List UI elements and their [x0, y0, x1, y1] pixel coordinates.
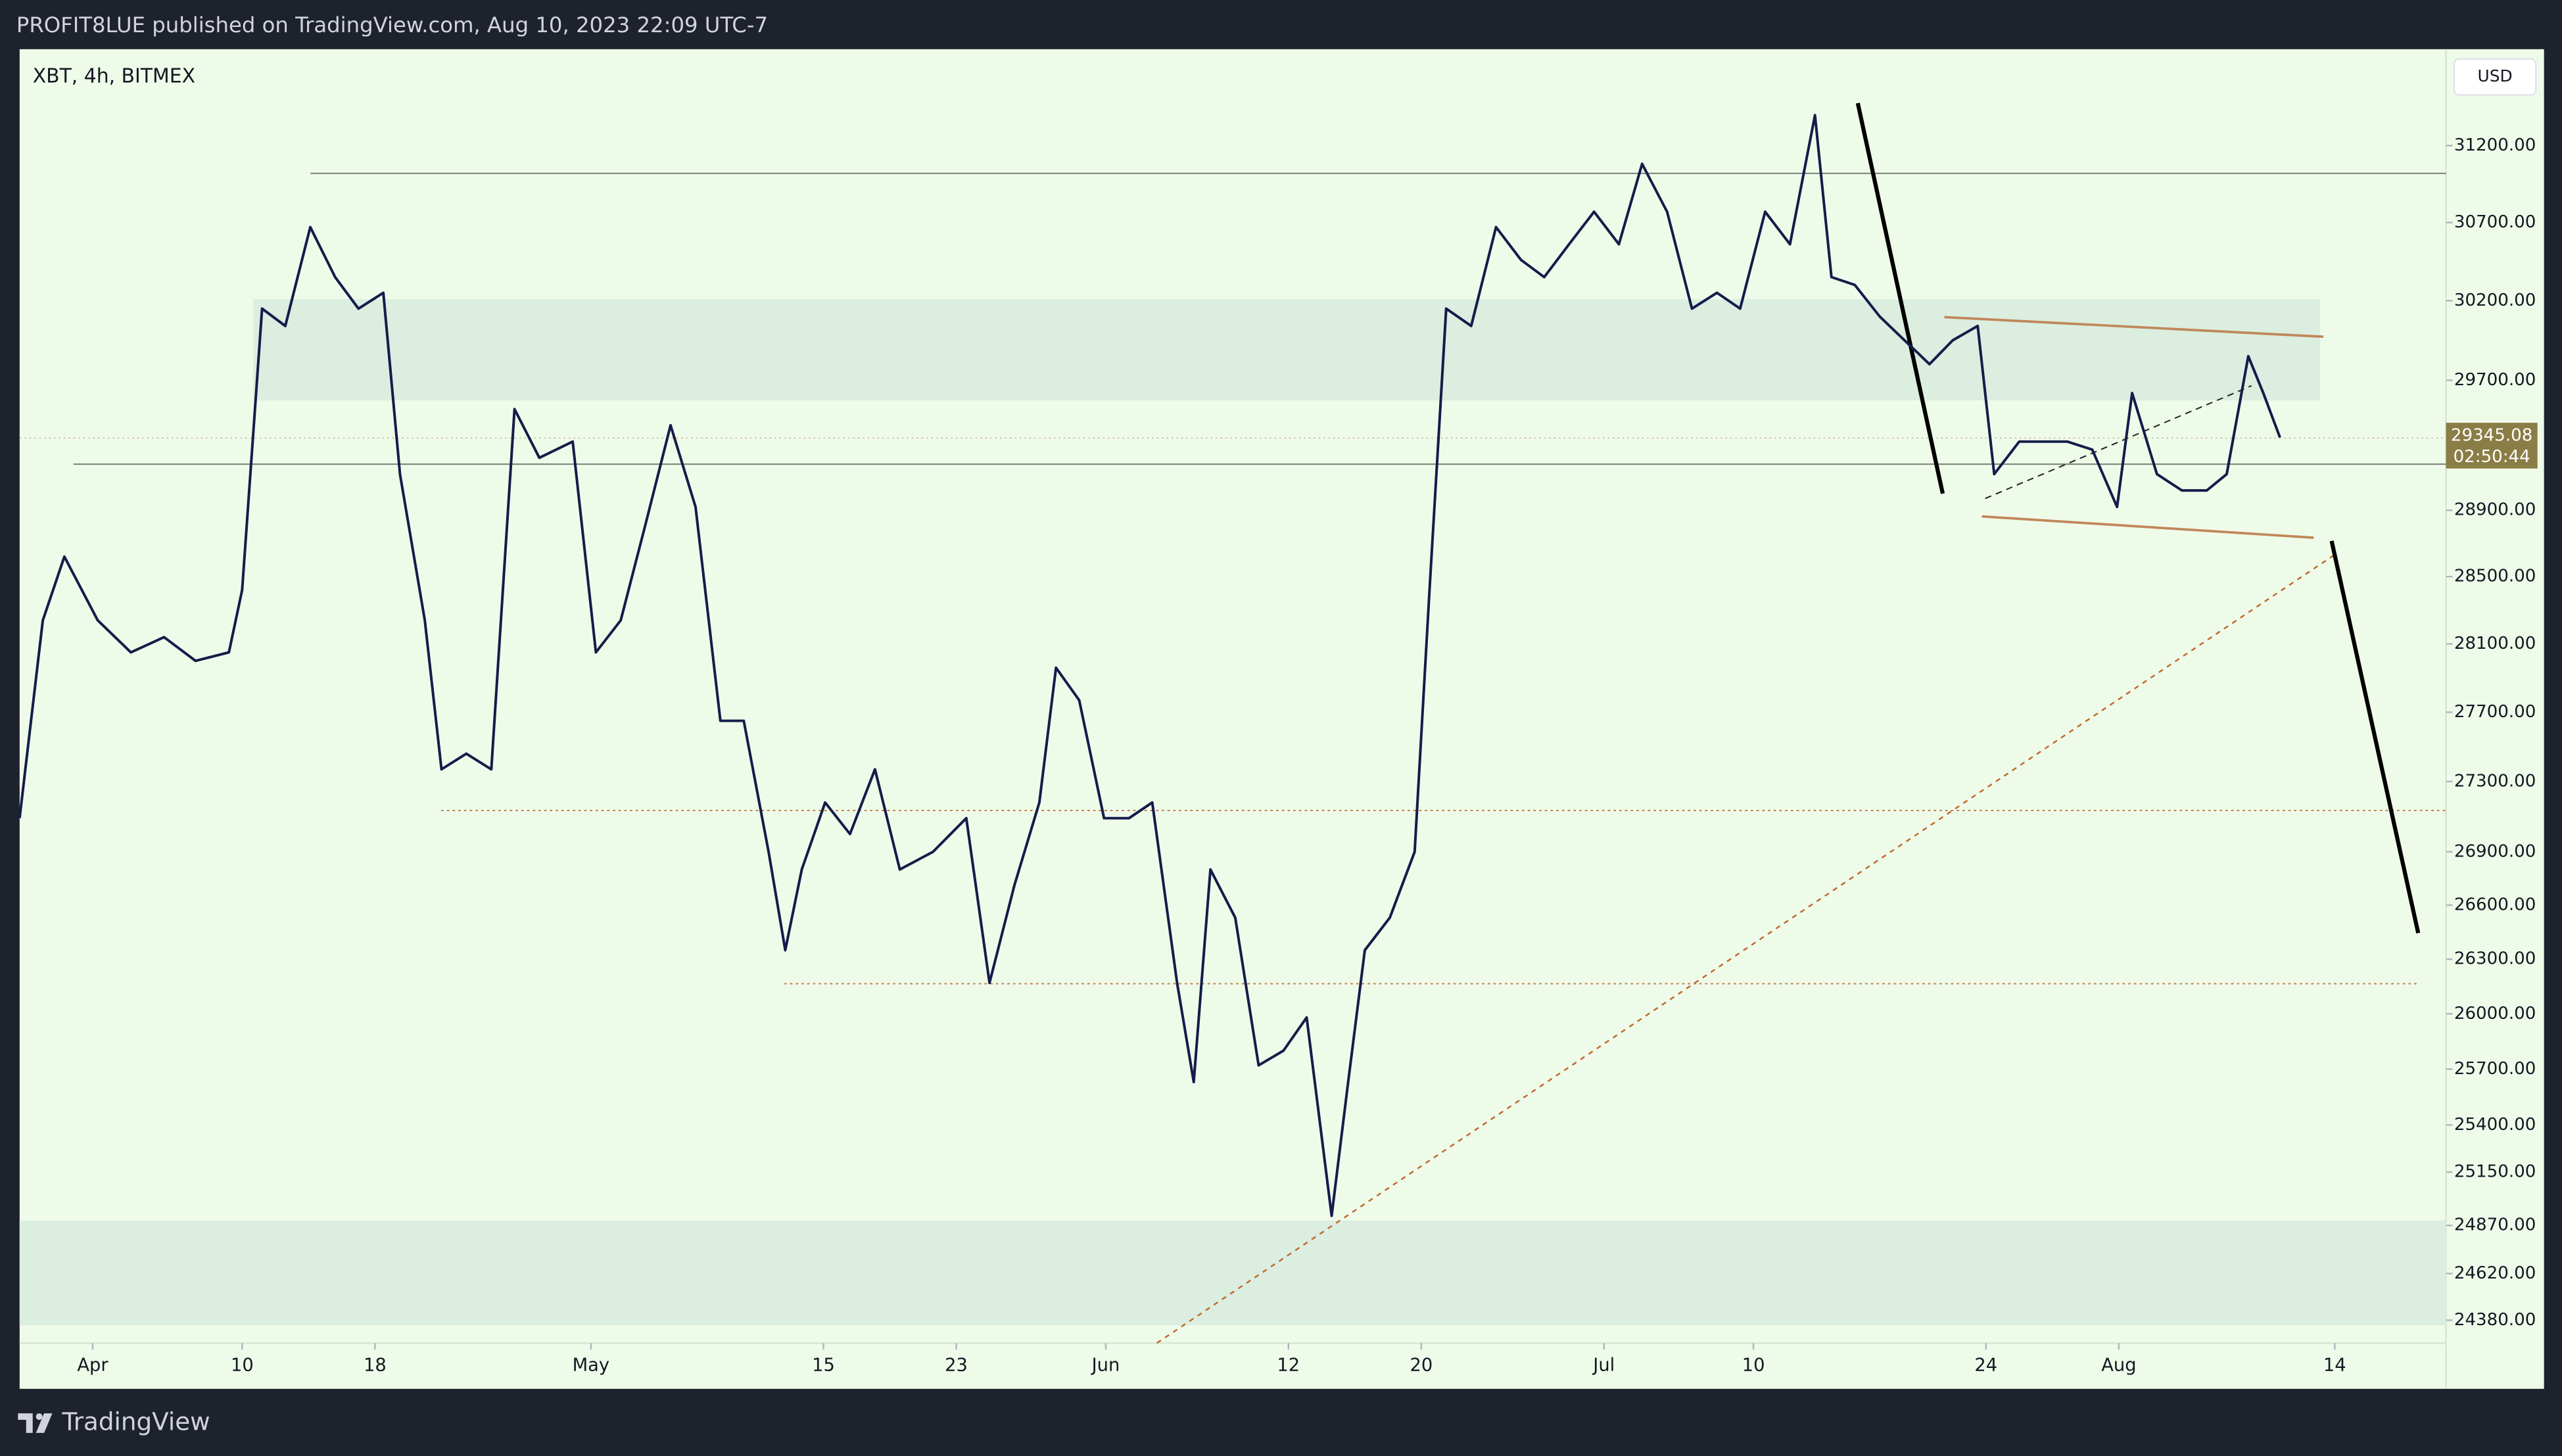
- y-tick-label: 27700.00: [2454, 702, 2536, 722]
- x-tick-label: May: [573, 1355, 610, 1376]
- plot: [18, 114, 2281, 1217]
- channel-line: [1981, 515, 2314, 539]
- currency[interactable]: USD: [2478, 66, 2513, 85]
- y-tick-label: 27300.00: [2454, 771, 2536, 791]
- footer: TradingView: [61, 1407, 210, 1436]
- logo-dot: [36, 1413, 43, 1421]
- y-tick-label: 30700.00: [2454, 212, 2536, 232]
- trend-line: [1156, 555, 2334, 1344]
- x-tick-label: 10: [1742, 1355, 1765, 1376]
- last-price: 29345.08: [2451, 426, 2532, 446]
- trend-line: [1985, 385, 2252, 500]
- chart-title: XBT, 4h, BITMEX: [33, 65, 195, 88]
- x-tick-label: 12: [1277, 1355, 1300, 1376]
- y-tick-label: 26300.00: [2454, 949, 2536, 969]
- chart-background: [19, 49, 2544, 1389]
- y-tick-label: 25400.00: [2454, 1115, 2536, 1135]
- y-tick-label: 26000.00: [2454, 1004, 2536, 1023]
- tradingview-logo: [18, 1413, 53, 1433]
- price-tag: 29345.08 02:50:44: [2446, 423, 2538, 469]
- price-line: [18, 114, 2281, 1217]
- resistance-zone: [253, 299, 2321, 401]
- x-tick-label: 18: [364, 1355, 387, 1376]
- support-zone: [19, 1220, 2446, 1325]
- y-tick-label: 25700.00: [2454, 1059, 2536, 1079]
- y-tick-label: 28900.00: [2454, 500, 2536, 520]
- arrow-line: [1855, 103, 1945, 494]
- y-tick-label: 31200.00: [2454, 135, 2536, 155]
- price-tag-background: [2446, 423, 2538, 469]
- x-tick-label: 20: [1410, 1355, 1433, 1376]
- y-tick-label: 29700.00: [2454, 370, 2536, 390]
- y-tick-label: 28500.00: [2454, 567, 2536, 586]
- x-tick-label: 14: [2323, 1355, 2346, 1376]
- x-tick-label: 15: [812, 1355, 835, 1376]
- arrow-line: [2329, 540, 2421, 934]
- x-tick-label: Apr: [77, 1355, 108, 1376]
- y-tick-label: 26600.00: [2454, 895, 2536, 915]
- y-tick-label: 24620.00: [2454, 1263, 2536, 1283]
- channel-line: [1944, 316, 2324, 339]
- x-tick-label: Jul: [1592, 1355, 1615, 1376]
- x-tick-label: Aug: [2101, 1355, 2136, 1376]
- y-tick-label: 28100.00: [2454, 634, 2536, 653]
- y-tick-label: 24870.00: [2454, 1215, 2536, 1235]
- y-tick-label: 24380.00: [2454, 1310, 2536, 1330]
- y-tick-label: 26900.00: [2454, 841, 2536, 861]
- countdown: 02:50:44: [2454, 447, 2530, 467]
- header: PROFIT8LUE published on TradingView.com,…: [16, 12, 768, 37]
- x-tick-label: 10: [231, 1355, 254, 1376]
- logo-mark: [18, 1413, 53, 1433]
- x-tick-label: 23: [945, 1355, 968, 1376]
- x-tick-label: Jun: [1091, 1355, 1120, 1376]
- currency-button[interactable]: [2453, 58, 2537, 96]
- y-tick-label: 25150.00: [2454, 1162, 2536, 1182]
- y-tick-label: 30200.00: [2454, 291, 2536, 310]
- x-tick-label: 24: [1974, 1355, 1997, 1376]
